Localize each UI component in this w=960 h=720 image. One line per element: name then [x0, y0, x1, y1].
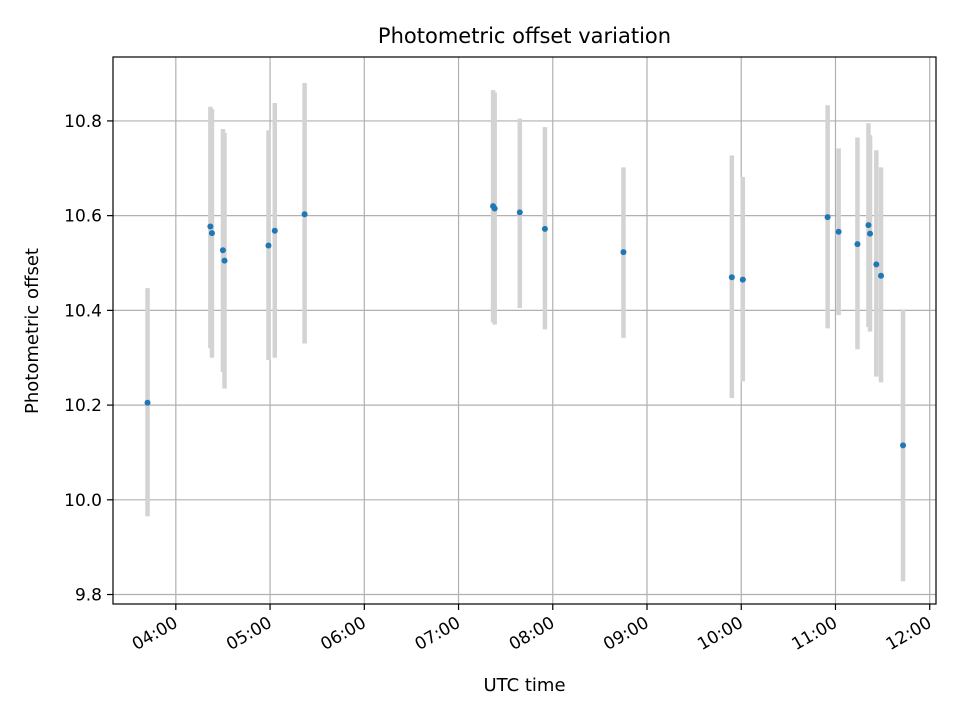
x-axis-title: UTC time	[483, 675, 565, 696]
data-points	[144, 203, 907, 449]
data-point	[867, 230, 874, 237]
data-point	[207, 223, 214, 230]
data-point	[900, 442, 907, 449]
y-tick-label: 9.8	[75, 586, 102, 606]
data-point	[271, 227, 278, 234]
data-point	[301, 211, 308, 218]
y-tick-label: 10.2	[64, 396, 102, 416]
y-axis-ticks: 9.8 10.0 10.2 10.4 10.6 10.8	[64, 112, 113, 606]
data-point	[208, 230, 215, 237]
y-axis-title: Photometric offset	[22, 248, 43, 414]
data-point	[728, 274, 735, 281]
data-point	[265, 242, 272, 249]
y-tick-label: 10.8	[64, 112, 102, 132]
y-tick-label: 10.6	[64, 207, 102, 227]
data-point	[221, 257, 228, 264]
data-point	[878, 272, 885, 279]
data-point	[219, 247, 226, 254]
data-point	[516, 209, 523, 216]
data-point	[824, 214, 831, 221]
data-point	[144, 399, 151, 406]
data-point	[835, 228, 842, 235]
data-point	[491, 205, 498, 212]
data-point	[620, 249, 627, 256]
data-point	[873, 261, 880, 268]
y-tick-label: 10.0	[64, 491, 102, 511]
data-point	[541, 225, 548, 232]
data-point	[854, 241, 861, 248]
y-tick-label: 10.4	[64, 301, 102, 321]
grid	[113, 57, 936, 604]
plot-frame	[112, 56, 937, 605]
data-point	[865, 222, 872, 229]
chart-title: Photometric offset variation	[378, 24, 671, 48]
data-point	[739, 276, 746, 283]
